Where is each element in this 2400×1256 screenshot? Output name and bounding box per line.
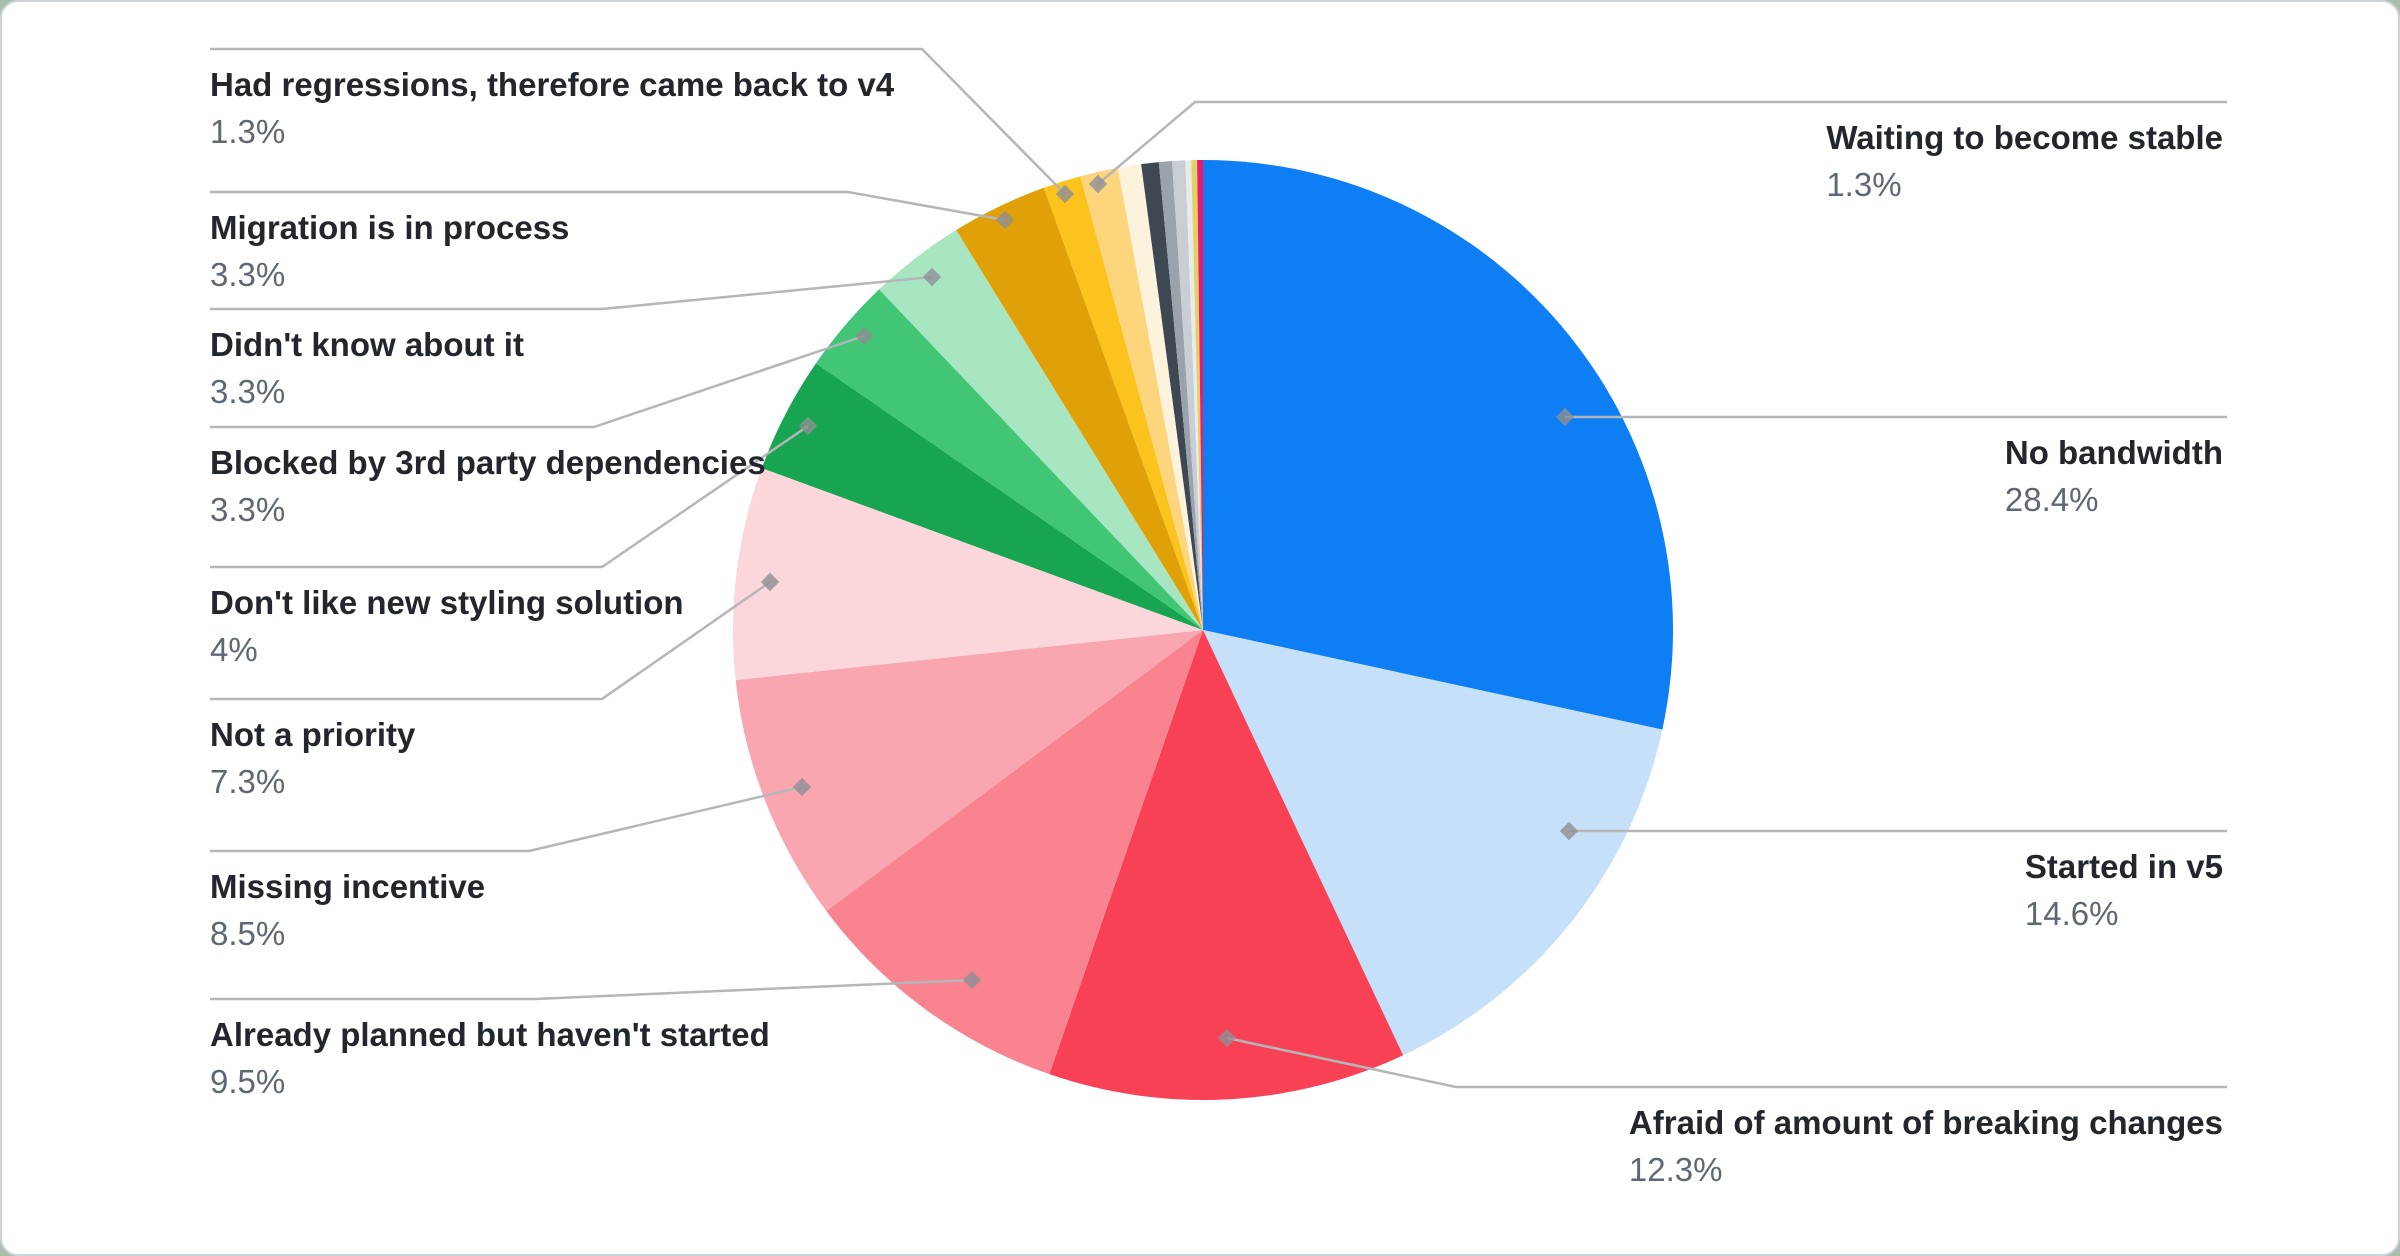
pie-slice-not_priority[interactable]	[733, 468, 1203, 681]
pie-slice-sliver_khaki[interactable]	[1191, 160, 1203, 631]
pie-slice-blocked_3rd_party[interactable]	[815, 289, 1203, 630]
leader-line-didnt_know	[210, 275, 933, 311]
pie-slice-started_in_v5[interactable]	[1203, 630, 1663, 1056]
slice-marker-not_priority	[760, 572, 780, 592]
pie-slice-afraid_breaking[interactable]	[1049, 630, 1404, 1101]
leader-line-had_regressions	[210, 47, 1066, 195]
slice-marker-migration_in_process	[995, 210, 1015, 230]
leader-line-blocked_3rd_party	[210, 334, 865, 429]
pie-slice-waiting_stable[interactable]	[1080, 167, 1203, 630]
pie-slice-sliver_magenta[interactable]	[1197, 160, 1203, 630]
leader-line-waiting_stable	[1097, 100, 2227, 185]
slice-marker-didnt_know	[922, 267, 942, 287]
leader-line-missing_incentive	[210, 785, 803, 853]
leader-line-afraid_breaking	[1226, 1036, 2227, 1089]
pie-slice-sliver_gray[interactable]	[1158, 161, 1203, 630]
pie-slice-no_bandwidth[interactable]	[1203, 160, 1674, 730]
pie-slice-sliver_lightgray[interactable]	[1172, 160, 1203, 630]
leader-line-migration_in_process	[210, 190, 1006, 222]
slice-marker-started_in_v5	[1559, 821, 1579, 841]
pie-slice-dont_like_styling[interactable]	[761, 363, 1203, 630]
slice-marker-already_planned	[962, 970, 982, 990]
pie-slice-missing_incentive[interactable]	[735, 630, 1203, 912]
pie-slice-sliver_cream[interactable]	[1117, 164, 1203, 630]
pie-slice-already_planned[interactable]	[826, 630, 1203, 1075]
slice-marker-afraid_breaking	[1217, 1028, 1237, 1048]
leader-lines	[210, 47, 2227, 1089]
slice-marker-missing_incentive	[792, 777, 812, 797]
slice-marker-had_regressions	[1055, 184, 1075, 204]
pie-slices	[733, 160, 1674, 1101]
slice-marker-waiting_stable	[1088, 174, 1108, 194]
pie-slice-migration_in_process[interactable]	[956, 187, 1203, 631]
pie-slice-didnt_know[interactable]	[879, 230, 1203, 630]
pie-slice-sliver_slate[interactable]	[1141, 162, 1203, 630]
pie-slice-had_regressions[interactable]	[1043, 176, 1203, 630]
slice-marker-no_bandwidth	[1555, 407, 1575, 427]
pie-slice-sliver_palegray[interactable]	[1185, 160, 1203, 630]
slice-marker-dont_like_styling	[798, 416, 818, 436]
slice-marker-blocked_3rd_party	[854, 326, 874, 346]
leader-line-not_priority	[210, 580, 771, 701]
leader-line-already_planned	[210, 978, 973, 1001]
leader-line-dont_like_styling	[210, 424, 809, 569]
